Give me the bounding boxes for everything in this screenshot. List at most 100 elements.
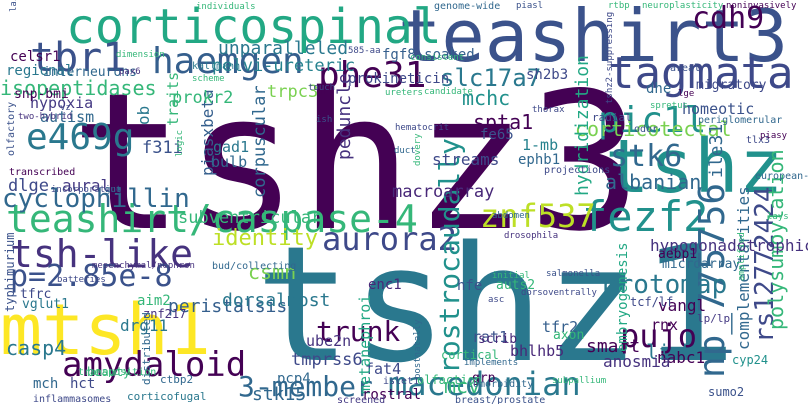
word-areal: areal: [670, 63, 701, 74]
word-znf217: znf217: [143, 307, 187, 321]
word-amydaloid: amydaloid: [62, 345, 247, 385]
word-pujo: pujo: [620, 317, 698, 355]
word-pcp4: pcp4: [277, 371, 311, 387]
word-migratory: migratory: [696, 78, 767, 93]
word-dorsalmost: dorsalmost: [222, 290, 331, 311]
word-slc17a7: slc17a7: [440, 64, 542, 92]
word-ube2n: ube2n: [306, 332, 352, 350]
word-mch: mch: [33, 376, 59, 392]
word-trpc3: trpc3: [267, 82, 319, 102]
word-olfaction: olfaction: [417, 373, 483, 387]
word-haemgen: haemgen: [152, 41, 304, 82]
word-gut: gut: [105, 185, 122, 195]
word-znf537: znf537: [480, 197, 596, 235]
word-cortical: cortical: [441, 348, 499, 362]
word-tlx3: tlx3: [746, 135, 771, 146]
word-metanephroi: metanephroi: [356, 294, 374, 394]
word-tshz2-suppressing: tshz2-suppressing: [605, 11, 615, 104]
word-initial: initial: [492, 271, 530, 281]
word-protomap: protomap: [602, 270, 728, 300]
word-hypogonadotrophic: hypogonadotrophic: [650, 236, 808, 255]
word-mcv: mcv: [444, 374, 481, 398]
word-logic: logic: [175, 129, 185, 157]
word-ob: ob: [134, 105, 153, 125]
word-individuals: individuals: [196, 2, 256, 12]
word-corticofugal: corticofugal: [127, 390, 207, 403]
word-microarray: microarray: [662, 257, 741, 272]
word-anosmia: anosmia: [603, 352, 671, 371]
word-projections: projections: [544, 165, 611, 176]
word-gad1: gad1: [213, 138, 250, 156]
word-implements: implements: [464, 358, 519, 368]
word-fat4: fat4: [365, 360, 402, 378]
word-hfe: hfe: [457, 278, 483, 294]
word-comorbidity: comorbidity: [467, 379, 534, 390]
word-pic1l: pic1l: [598, 100, 707, 141]
word-tshz3: tshz3: [70, 52, 642, 273]
word-vangl: vangl: [658, 296, 707, 315]
word-corpuscular: corpuscular: [250, 85, 270, 198]
word-aim2: aim2: [137, 293, 171, 309]
word-rostral: rostral: [362, 387, 422, 403]
word-sh2b3: sh2b3: [526, 67, 569, 83]
word-dimension: dimension: [116, 50, 165, 60]
word-european-american: european-american: [755, 171, 808, 182]
word-1-mb: 1-mb: [522, 136, 559, 154]
word-cdh9: cdh9: [692, 1, 765, 36]
word-rnx: rnx: [651, 316, 679, 334]
word-ile31: ile31: [706, 123, 727, 178]
word-transcribed: transcribed: [9, 167, 76, 178]
word-candidate: candidate: [424, 87, 473, 97]
word-two-hybrid: two-hybrid: [18, 112, 73, 122]
word-e469g: e469g: [26, 117, 135, 158]
word-macedonian: macedonian: [388, 365, 581, 403]
word-scrib: scrib: [478, 332, 518, 347]
word-spretus: spretus: [650, 101, 688, 111]
word-dlge: dlge: [8, 176, 49, 196]
word-nabc1: nabc1: [657, 348, 706, 367]
word-embryogenesis: embryogenesis: [615, 242, 631, 352]
word-islet1: islet1: [383, 376, 420, 387]
word-homeotic: homeotic: [682, 100, 755, 118]
word-hematocrit: hematocrit: [395, 123, 450, 133]
word-pelvi-ureteric: pelvi-ureteric: [212, 56, 356, 76]
word-inflammasomes: inflammasomes: [33, 394, 112, 404]
word-csmn: csmn: [248, 260, 297, 284]
word-fgf8-soaked: fgf8-soaked: [382, 47, 475, 63]
word-streams: streams: [432, 150, 500, 169]
word-rostrocaudally: rostrocaudally: [433, 137, 466, 374]
word-piasl: piasl: [516, 1, 544, 11]
word-odor: odor: [634, 124, 659, 135]
word-trunk: trunk: [316, 315, 401, 348]
word-cyclophillin: cyclophillin: [2, 184, 190, 214]
word-unparalleled: unparalleled: [218, 38, 349, 59]
word-lays: lays: [767, 212, 789, 222]
word-bud-collecting: bud/collecting: [212, 261, 297, 272]
word-hct: hct: [70, 376, 96, 392]
word-screened: screened: [337, 395, 386, 404]
word-olfactory: olfactory: [6, 101, 17, 156]
word-tfrc: tfrc: [20, 287, 52, 302]
word-aebp1: aebp1: [658, 247, 698, 262]
word-rtbp: rtbp: [608, 1, 630, 11]
word-consistent: consistent: [410, 53, 465, 63]
word-fezf2: fezf2: [582, 192, 709, 241]
word-thorax: thorax: [532, 105, 565, 115]
word-snp-bmi: snp-bmi: [14, 87, 69, 102]
word-ephb1: ephb1: [518, 152, 561, 168]
word-axon: axon: [553, 328, 585, 343]
word-phe31: phe31: [318, 55, 427, 96]
word-amplified: amplified: [737, 232, 747, 281]
word-tcf-lf: tcf/lf: [630, 295, 674, 309]
word-tshz: tshz: [605, 124, 784, 210]
word-subventricular: subventricular: [178, 208, 322, 228]
word-prokr2: prokr2: [172, 88, 234, 108]
word-scheme: scheme: [192, 74, 225, 84]
word-subpallium: subpallium: [552, 376, 607, 386]
word-isopeptidases: isopeptidases: [0, 76, 157, 100]
word-fe65: fe65: [480, 127, 514, 143]
word-aural: aural: [62, 176, 111, 195]
word-lp-lp: lp/lp: [697, 312, 731, 325]
word-p-2-85e-8: p=2.85e-8: [10, 259, 173, 294]
word-enc1: enc1: [368, 277, 402, 293]
